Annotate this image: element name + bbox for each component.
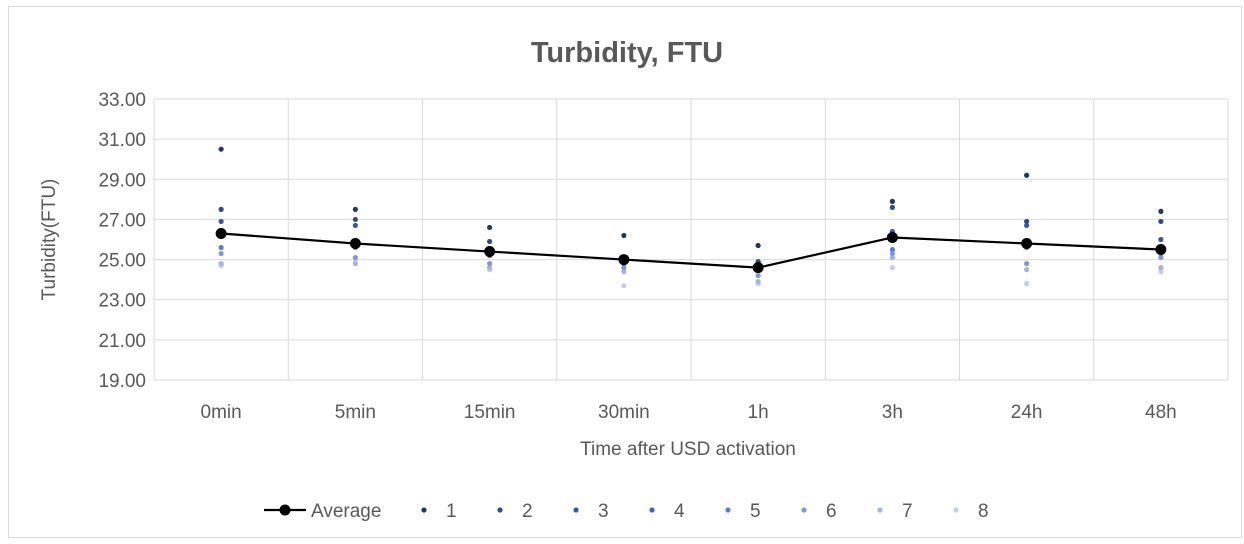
- point-series-5: [889, 246, 895, 253]
- point-series-1: [218, 146, 224, 152]
- point-series-6: [889, 250, 895, 257]
- point-series-2: [487, 238, 493, 245]
- legend-marker-8: [953, 507, 959, 513]
- point-series-2: [218, 206, 224, 212]
- point-series-6: [621, 265, 627, 271]
- legend-label: 1: [446, 501, 457, 522]
- point-series-7: [621, 269, 627, 275]
- x-tick-label: 3h: [882, 402, 903, 423]
- point-series-6: [352, 254, 358, 261]
- x-axis-ticks: 0min 5min 15min 30min 1h 3h 24h 48h: [201, 402, 1177, 423]
- point-series-7: [755, 279, 761, 285]
- legend-label: 8: [978, 501, 989, 522]
- y-tick-label: 25.00: [98, 251, 146, 272]
- average-line: [221, 232, 1161, 269]
- legend-marker-2: [497, 507, 503, 513]
- y-tick-label: 29.00: [98, 170, 146, 191]
- point-series-1: [621, 232, 627, 239]
- average-marker: [1021, 238, 1033, 250]
- legend-label: 6: [826, 501, 837, 522]
- turbidity-chart: Turbidity, FTU 19.00 21.00 23.00 25.00 27.00…: [39, 37, 1229, 522]
- average-marker: [349, 238, 361, 250]
- point-series-1: [889, 198, 895, 204]
- y-tick-label: 19.00: [98, 371, 146, 392]
- point-series-8: [1158, 269, 1164, 275]
- point-series-2: [889, 204, 895, 210]
- point-series-5: [218, 244, 224, 251]
- y-tick-label: 21.00: [98, 331, 146, 352]
- point-series-2: [1024, 218, 1030, 225]
- y-tick-label: 23.00: [98, 291, 146, 312]
- y-tick-label: 33.00: [98, 90, 146, 111]
- average-marker: [484, 246, 496, 258]
- point-series-3: [218, 218, 224, 225]
- legend-marker-average: [279, 504, 291, 516]
- x-tick-label: 0min: [201, 402, 242, 423]
- point-series-6: [218, 250, 224, 257]
- chart-title: Turbidity, FTU: [531, 37, 723, 69]
- legend-label: Average: [311, 501, 381, 522]
- point-series-7: [352, 260, 358, 267]
- legend-label: 5: [750, 501, 761, 522]
- point-series-1: [352, 206, 358, 212]
- legend-marker-5: [725, 507, 731, 513]
- legend-marker-4: [649, 507, 655, 513]
- point-series-6: [1024, 260, 1030, 267]
- y-tick-label: 27.00: [98, 210, 146, 231]
- x-tick-label: 5min: [335, 402, 376, 423]
- x-tick-label: 1h: [748, 402, 769, 423]
- legend-label: 7: [902, 501, 913, 522]
- point-series-2: [1158, 218, 1164, 225]
- y-axis-label: Turbidity(FTU): [39, 179, 60, 301]
- legend-label: 4: [674, 501, 685, 522]
- legend-label: 2: [522, 501, 533, 522]
- x-tick-label: 15min: [464, 402, 516, 423]
- legend-marker-6: [801, 507, 807, 513]
- point-series-6: [487, 260, 493, 267]
- point-series-6: [1158, 254, 1164, 261]
- x-tick-label: 48h: [1145, 402, 1177, 423]
- legend-marker-3: [573, 507, 579, 513]
- point-series-8: [621, 283, 627, 289]
- point-series-7: [1158, 265, 1164, 271]
- average-marker: [1155, 244, 1167, 256]
- point-series-7: [889, 254, 895, 261]
- point-series-8: [889, 265, 895, 271]
- average-marker: [215, 227, 227, 239]
- average-marker: [618, 254, 630, 266]
- point-series-3: [352, 222, 358, 229]
- x-tick-label: 30min: [598, 402, 650, 423]
- legend: Average 1 2 3 4 5 6 7 8: [264, 501, 989, 522]
- point-series-1: [1024, 172, 1030, 178]
- legend-marker-7: [877, 507, 883, 513]
- chart-frame: Turbidity, FTU 19.00 21.00 23.00 25.00 27.00…: [8, 6, 1242, 538]
- point-series-1: [1158, 208, 1164, 214]
- y-axis-ticks: 19.00 21.00 23.00 25.00 27.00 29.00 31.00 33.00: [98, 90, 146, 392]
- point-series-7: [218, 260, 224, 267]
- point-series-7: [487, 265, 493, 271]
- average-marker: [886, 231, 898, 243]
- legend-marker-1: [421, 507, 427, 513]
- point-series-2: [352, 216, 358, 223]
- point-series-8: [1024, 281, 1030, 287]
- grid-lines: [153, 98, 1229, 381]
- point-series-1: [755, 242, 761, 249]
- average-marker: [752, 262, 764, 274]
- point-series-7: [1024, 267, 1030, 273]
- average-series: [215, 227, 1167, 274]
- point-series-6: [755, 273, 761, 279]
- x-axis-label: Time after USD activation: [580, 439, 796, 460]
- x-tick-label: 24h: [1011, 402, 1043, 423]
- legend-label: 3: [598, 501, 609, 522]
- y-tick-label: 31.00: [98, 130, 146, 151]
- point-series-1: [487, 224, 493, 231]
- point-series-3: [1158, 236, 1164, 243]
- point-series-3: [1024, 222, 1030, 229]
